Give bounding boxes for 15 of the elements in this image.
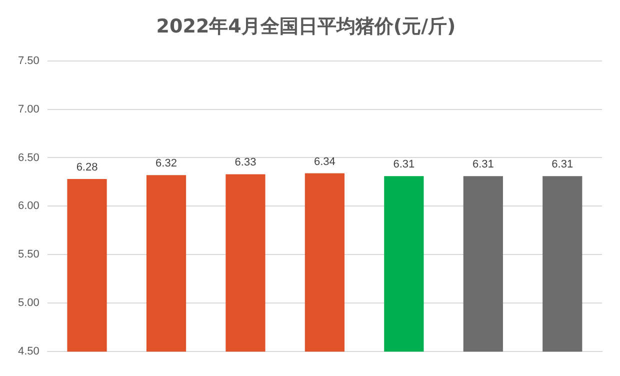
data-label: 6.33 <box>234 156 256 169</box>
y-tick-label: 7.00 <box>18 103 40 116</box>
y-tick-label: 5.50 <box>18 248 40 261</box>
y-tick-label: 5.00 <box>18 297 40 310</box>
y-tick-label: 6.00 <box>18 200 40 212</box>
y-tick-label: 4.50 <box>18 346 40 358</box>
data-label: 6.31 <box>393 158 415 171</box>
data-label: 6.28 <box>76 162 98 174</box>
data-label: 6.32 <box>156 158 177 170</box>
data-label: 6.34 <box>314 156 336 168</box>
y-tick-label: 6.50 <box>18 152 40 164</box>
data-label: 6.31 <box>472 158 494 171</box>
data-label: 6.31 <box>552 158 574 171</box>
chart-title: 2022年4月全国日平均猪价(元/斤) <box>156 15 456 38</box>
y-tick-label: 7.50 <box>18 54 40 67</box>
